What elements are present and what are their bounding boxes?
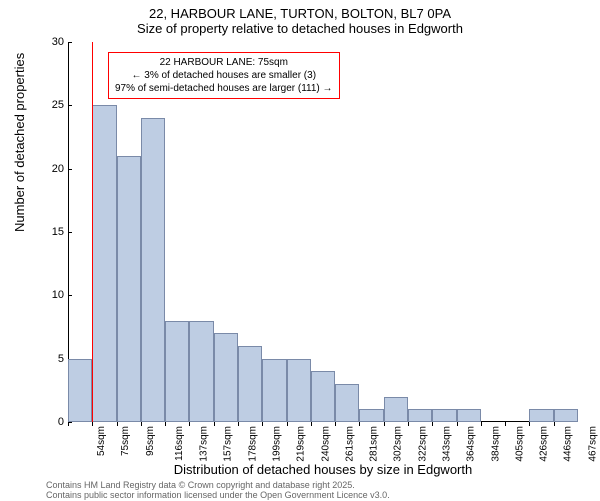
- histogram-bar: [68, 359, 92, 422]
- property-marker-line: [92, 42, 93, 422]
- footer-attribution: Contains HM Land Registry data © Crown c…: [46, 480, 390, 501]
- annotation-line1: 22 HARBOUR LANE: 75sqm: [115, 56, 333, 69]
- footer-line2: Contains public sector information licen…: [46, 490, 390, 500]
- histogram-bar: [238, 346, 262, 422]
- histogram-bar: [287, 359, 311, 422]
- y-tick-label: 20: [42, 163, 64, 175]
- y-tick-label: 15: [42, 226, 64, 238]
- histogram-bar: [384, 397, 408, 422]
- histogram-bar: [214, 333, 238, 422]
- x-tick-mark: [141, 422, 142, 426]
- x-tick-label: 75sqm: [120, 426, 131, 456]
- x-tick-label: 116sqm: [174, 426, 185, 461]
- x-tick-mark: [238, 422, 239, 426]
- histogram-bar: [432, 409, 456, 422]
- x-tick-mark: [529, 422, 530, 426]
- x-tick-label: 364sqm: [466, 426, 477, 462]
- x-tick-mark: [457, 422, 458, 426]
- x-tick-mark: [384, 422, 385, 426]
- x-tick-label: 467sqm: [587, 426, 598, 462]
- x-tick-mark: [214, 422, 215, 426]
- x-tick-label: 261sqm: [344, 426, 355, 462]
- x-tick-mark: [554, 422, 555, 426]
- y-tick-label: 5: [42, 353, 64, 365]
- histogram-bar: [408, 409, 432, 422]
- x-tick-label: 157sqm: [223, 426, 234, 462]
- histogram-bar: [92, 105, 116, 422]
- histogram-bar: [262, 359, 286, 422]
- x-tick-mark: [92, 422, 93, 426]
- x-tick-mark: [68, 422, 69, 426]
- x-tick-label: 384sqm: [490, 426, 501, 462]
- x-tick-mark: [117, 422, 118, 426]
- histogram-bar: [189, 321, 213, 422]
- chart-title-line2: Size of property relative to detached ho…: [0, 21, 600, 40]
- annotation-line2: ← 3% of detached houses are smaller (3): [115, 69, 333, 82]
- x-tick-label: 95sqm: [145, 426, 156, 456]
- x-tick-label: 302sqm: [393, 426, 404, 462]
- x-tick-mark: [262, 422, 263, 426]
- x-tick-label: 137sqm: [199, 426, 210, 462]
- x-tick-label: 54sqm: [96, 426, 107, 456]
- x-tick-label: 446sqm: [563, 426, 574, 462]
- x-tick-mark: [359, 422, 360, 426]
- y-axis-label: Number of detached properties: [12, 53, 27, 232]
- x-tick-label: 199sqm: [272, 426, 283, 462]
- annotation-line3: 97% of semi-detached houses are larger (…: [115, 82, 333, 95]
- x-axis: 54sqm 75sqm 95sqm 116sqm 137sqm 157sqm 178sqm 1…: [68, 422, 578, 462]
- chart-plot-area: 22 HARBOUR LANE: 75sqm← 3% of detached h…: [68, 42, 578, 422]
- chart-container: 22, HARBOUR LANE, TURTON, BOLTON, BL7 0P…: [0, 0, 600, 500]
- y-tick-label: 25: [42, 99, 64, 111]
- x-tick-mark: [505, 422, 506, 426]
- x-tick-label: 281sqm: [369, 426, 380, 462]
- x-tick-label: 219sqm: [296, 426, 307, 462]
- x-tick-mark: [189, 422, 190, 426]
- histogram-bar: [335, 384, 359, 422]
- annotation-box: 22 HARBOUR LANE: 75sqm← 3% of detached h…: [108, 52, 340, 99]
- histogram-bar: [529, 409, 553, 422]
- y-axis: 051015202530: [42, 42, 68, 422]
- histogram-bar: [311, 371, 335, 422]
- x-tick-label: 178sqm: [247, 426, 258, 462]
- x-tick-mark: [335, 422, 336, 426]
- x-tick-mark: [287, 422, 288, 426]
- histogram-bar: [141, 118, 165, 422]
- x-tick-mark: [311, 422, 312, 426]
- histogram-bar: [554, 409, 578, 422]
- x-axis-label: Distribution of detached houses by size …: [68, 462, 578, 477]
- y-tick-label: 10: [42, 289, 64, 301]
- histogram-bar: [165, 321, 189, 422]
- x-tick-label: 343sqm: [442, 426, 453, 462]
- histogram-bar: [117, 156, 141, 422]
- x-tick-mark: [432, 422, 433, 426]
- chart-title-line1: 22, HARBOUR LANE, TURTON, BOLTON, BL7 0P…: [0, 0, 600, 21]
- x-tick-mark: [481, 422, 482, 426]
- histogram-bar: [359, 409, 383, 422]
- y-tick-label: 0: [42, 416, 64, 428]
- y-tick-label: 30: [42, 36, 64, 48]
- x-tick-label: 405sqm: [514, 426, 525, 462]
- x-tick-label: 240sqm: [320, 426, 331, 462]
- x-tick-mark: [165, 422, 166, 426]
- footer-line1: Contains HM Land Registry data © Crown c…: [46, 480, 390, 490]
- x-tick-mark: [408, 422, 409, 426]
- x-tick-label: 322sqm: [417, 426, 428, 462]
- x-tick-label: 426sqm: [539, 426, 550, 462]
- histogram-bar: [457, 409, 481, 422]
